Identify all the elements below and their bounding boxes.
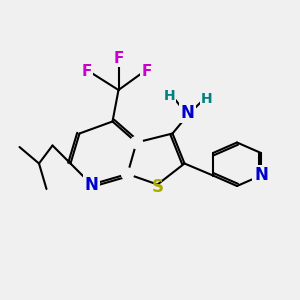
Text: F: F: [82, 64, 92, 80]
Text: N: N: [85, 176, 98, 194]
Text: F: F: [113, 51, 124, 66]
Text: S: S: [152, 178, 164, 196]
Text: H: H: [164, 89, 175, 103]
Text: F: F: [141, 64, 152, 80]
Text: H: H: [201, 92, 213, 106]
Text: N: N: [254, 167, 268, 184]
Text: N: N: [181, 103, 194, 122]
Circle shape: [130, 136, 142, 148]
Circle shape: [122, 168, 134, 180]
